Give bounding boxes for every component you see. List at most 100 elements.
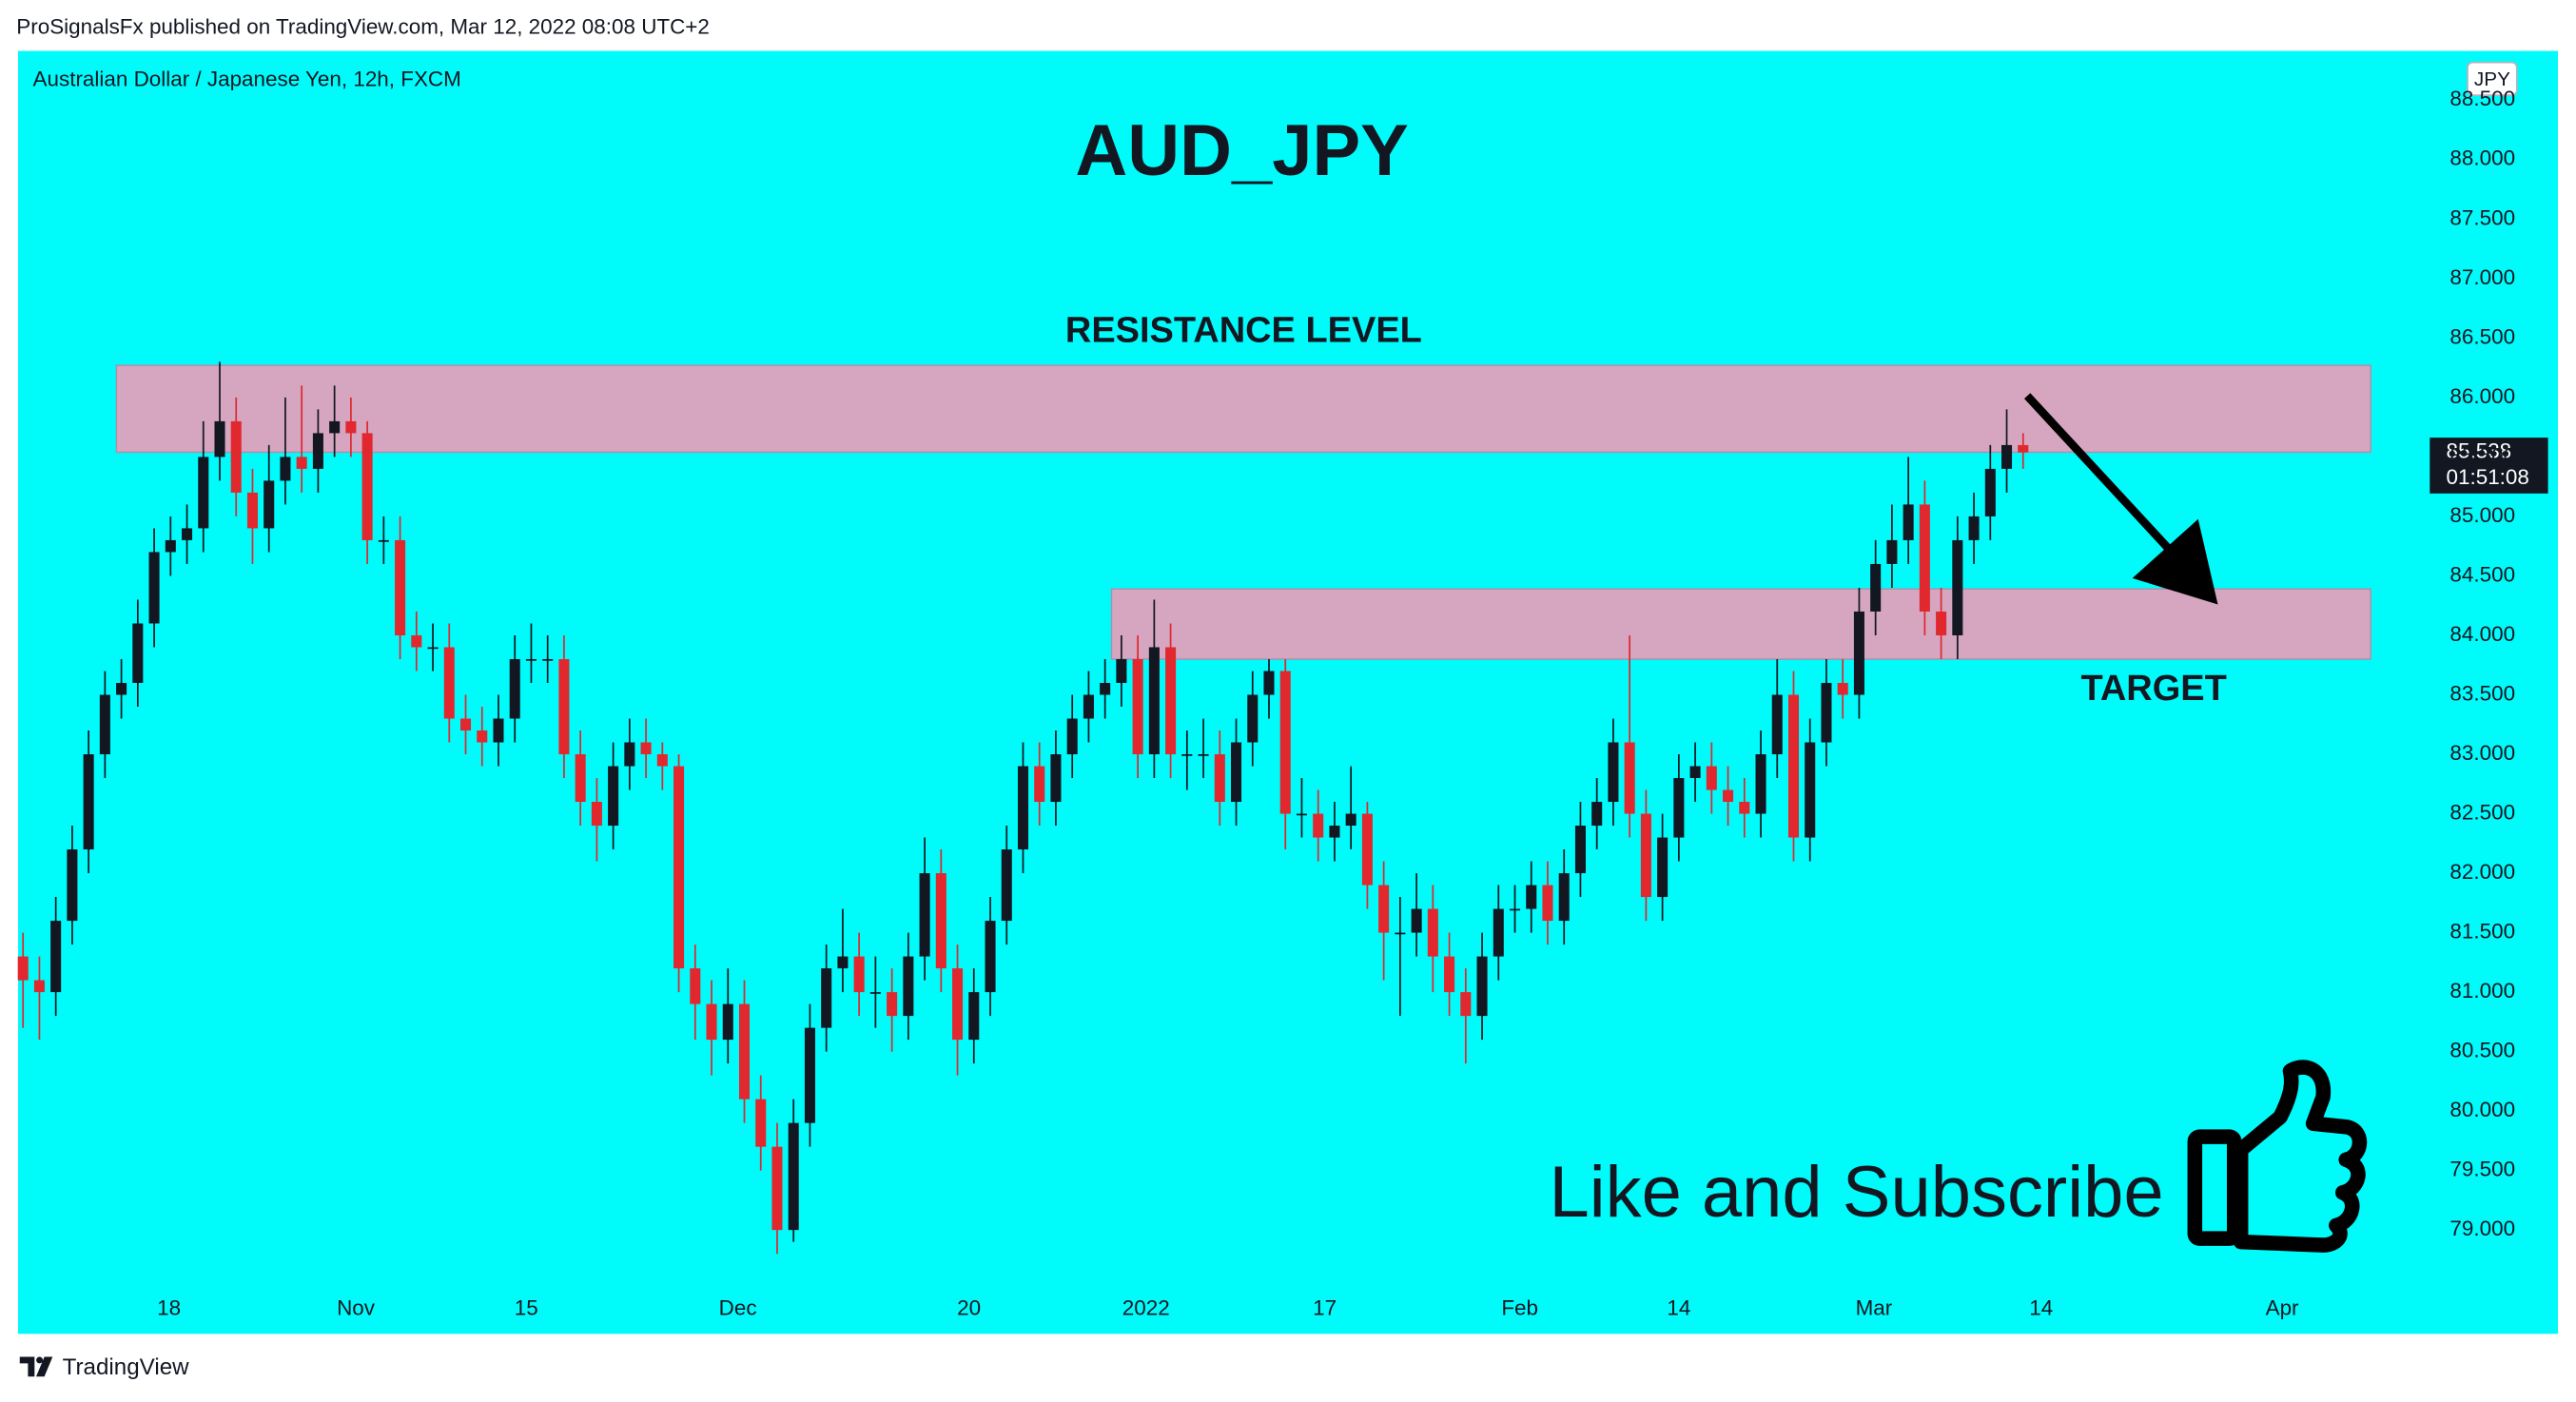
candle-body <box>968 992 980 1041</box>
zone-label: TARGET <box>2080 669 2226 709</box>
candle-body <box>1936 611 1947 635</box>
candle-body <box>1313 813 1324 838</box>
y-tick-label: 83.500 <box>2449 681 2515 705</box>
candle-body <box>345 420 357 434</box>
candle-body <box>1903 504 1914 540</box>
x-tick-label: 17 <box>1313 1295 1337 1319</box>
candle-body <box>1755 754 1766 814</box>
candle-body <box>1723 789 1734 803</box>
candle-body <box>378 539 389 542</box>
candle-body <box>1378 885 1390 933</box>
candle-body <box>1805 742 1816 838</box>
candle-body <box>804 1027 815 1123</box>
candle-body <box>1689 766 1701 779</box>
candle-body <box>17 956 29 981</box>
candle-body <box>411 634 422 648</box>
candle-body <box>575 754 586 803</box>
brand-logo <box>19 1356 53 1377</box>
y-tick-label: 88.000 <box>2449 146 2515 170</box>
y-tick-label: 80.500 <box>2449 1039 2515 1062</box>
candle-body <box>1984 468 1996 516</box>
bar-countdown: 01:51:08 <box>2447 465 2529 489</box>
candle-body <box>608 766 619 827</box>
candle-body <box>591 802 602 827</box>
candle-body <box>1444 956 1455 993</box>
x-tick-label: 15 <box>515 1295 538 1319</box>
like-subscribe: Like and Subscribe <box>1549 1152 2163 1233</box>
candle-body <box>395 539 406 635</box>
candle-body <box>1673 778 1685 838</box>
candle-body <box>1231 742 1242 803</box>
y-tick-label: 80.000 <box>2449 1098 2515 1121</box>
candle-body <box>165 539 176 553</box>
x-tick-label: 2022 <box>1122 1295 1170 1319</box>
candle-body <box>919 873 930 957</box>
candle-body <box>1624 742 1635 814</box>
x-tick-label: Mar <box>1856 1295 1893 1319</box>
y-tick-label: 88.500 <box>2449 87 2515 110</box>
candle-body <box>903 956 914 1017</box>
candle-body <box>1886 539 1898 564</box>
candle-body <box>148 552 160 624</box>
currency-badge-box <box>2467 61 2518 97</box>
candle-body <box>477 730 488 743</box>
candle-body <box>198 457 209 529</box>
candle-body <box>1526 885 1537 909</box>
candle-body <box>182 528 193 540</box>
y-tick-label: 82.000 <box>2449 860 2515 884</box>
candle-body <box>1329 826 1340 838</box>
brand-name: TradingView <box>63 1354 189 1380</box>
candle-body <box>706 1003 717 1041</box>
candle-body <box>722 1003 733 1041</box>
candle-body <box>1640 813 1651 898</box>
candle-body <box>99 694 110 755</box>
candle-body <box>443 647 455 719</box>
candle-body <box>1100 682 1111 695</box>
candle-body <box>1821 682 1832 743</box>
candle-body <box>1296 813 1307 816</box>
candle-body <box>296 457 307 469</box>
y-tick-label: 84.000 <box>2449 622 2515 646</box>
candle-body <box>1395 932 1406 935</box>
candle-body <box>690 968 701 1004</box>
arrow-shaft <box>2023 393 2172 552</box>
candle-body <box>67 849 78 922</box>
candle-body <box>869 992 881 994</box>
candle-body <box>1460 992 1472 1017</box>
candle-body <box>1706 766 1717 790</box>
candle-body <box>1558 873 1570 922</box>
thumbs-up-icon <box>2187 1060 2368 1253</box>
candle-body <box>1771 694 1783 755</box>
candle-body <box>2001 444 2013 469</box>
candle-body <box>312 433 323 469</box>
candle-body <box>1279 671 1291 814</box>
candle-body <box>1427 908 1438 957</box>
candle-body <box>427 647 439 650</box>
candle-body <box>1968 516 1980 540</box>
candle-body <box>1853 611 1864 695</box>
candle-body <box>1542 885 1553 922</box>
x-tick-label: 14 <box>1667 1295 1690 1319</box>
candle-body <box>1017 766 1029 850</box>
candle-body <box>985 921 996 993</box>
candle-body <box>558 658 570 755</box>
currency-badge: JPY <box>2467 61 2518 97</box>
candle-body <box>132 623 144 683</box>
candle-body <box>853 956 865 993</box>
candle-body <box>821 968 832 1028</box>
y-tick-label: 79.500 <box>2449 1158 2515 1181</box>
candle-body <box>1034 766 1045 803</box>
candle-body <box>1476 956 1488 1017</box>
currency-label: JPY <box>2474 68 2510 90</box>
candle-body <box>1001 849 1012 922</box>
last-price-value: 85.538 <box>2447 439 2512 463</box>
y-tick-label: 84.500 <box>2449 562 2515 586</box>
price-zone <box>1110 588 2371 660</box>
candle-body <box>542 658 554 661</box>
arrow-head <box>2132 518 2218 605</box>
candle-body <box>1345 813 1356 827</box>
candle-body <box>673 766 685 969</box>
